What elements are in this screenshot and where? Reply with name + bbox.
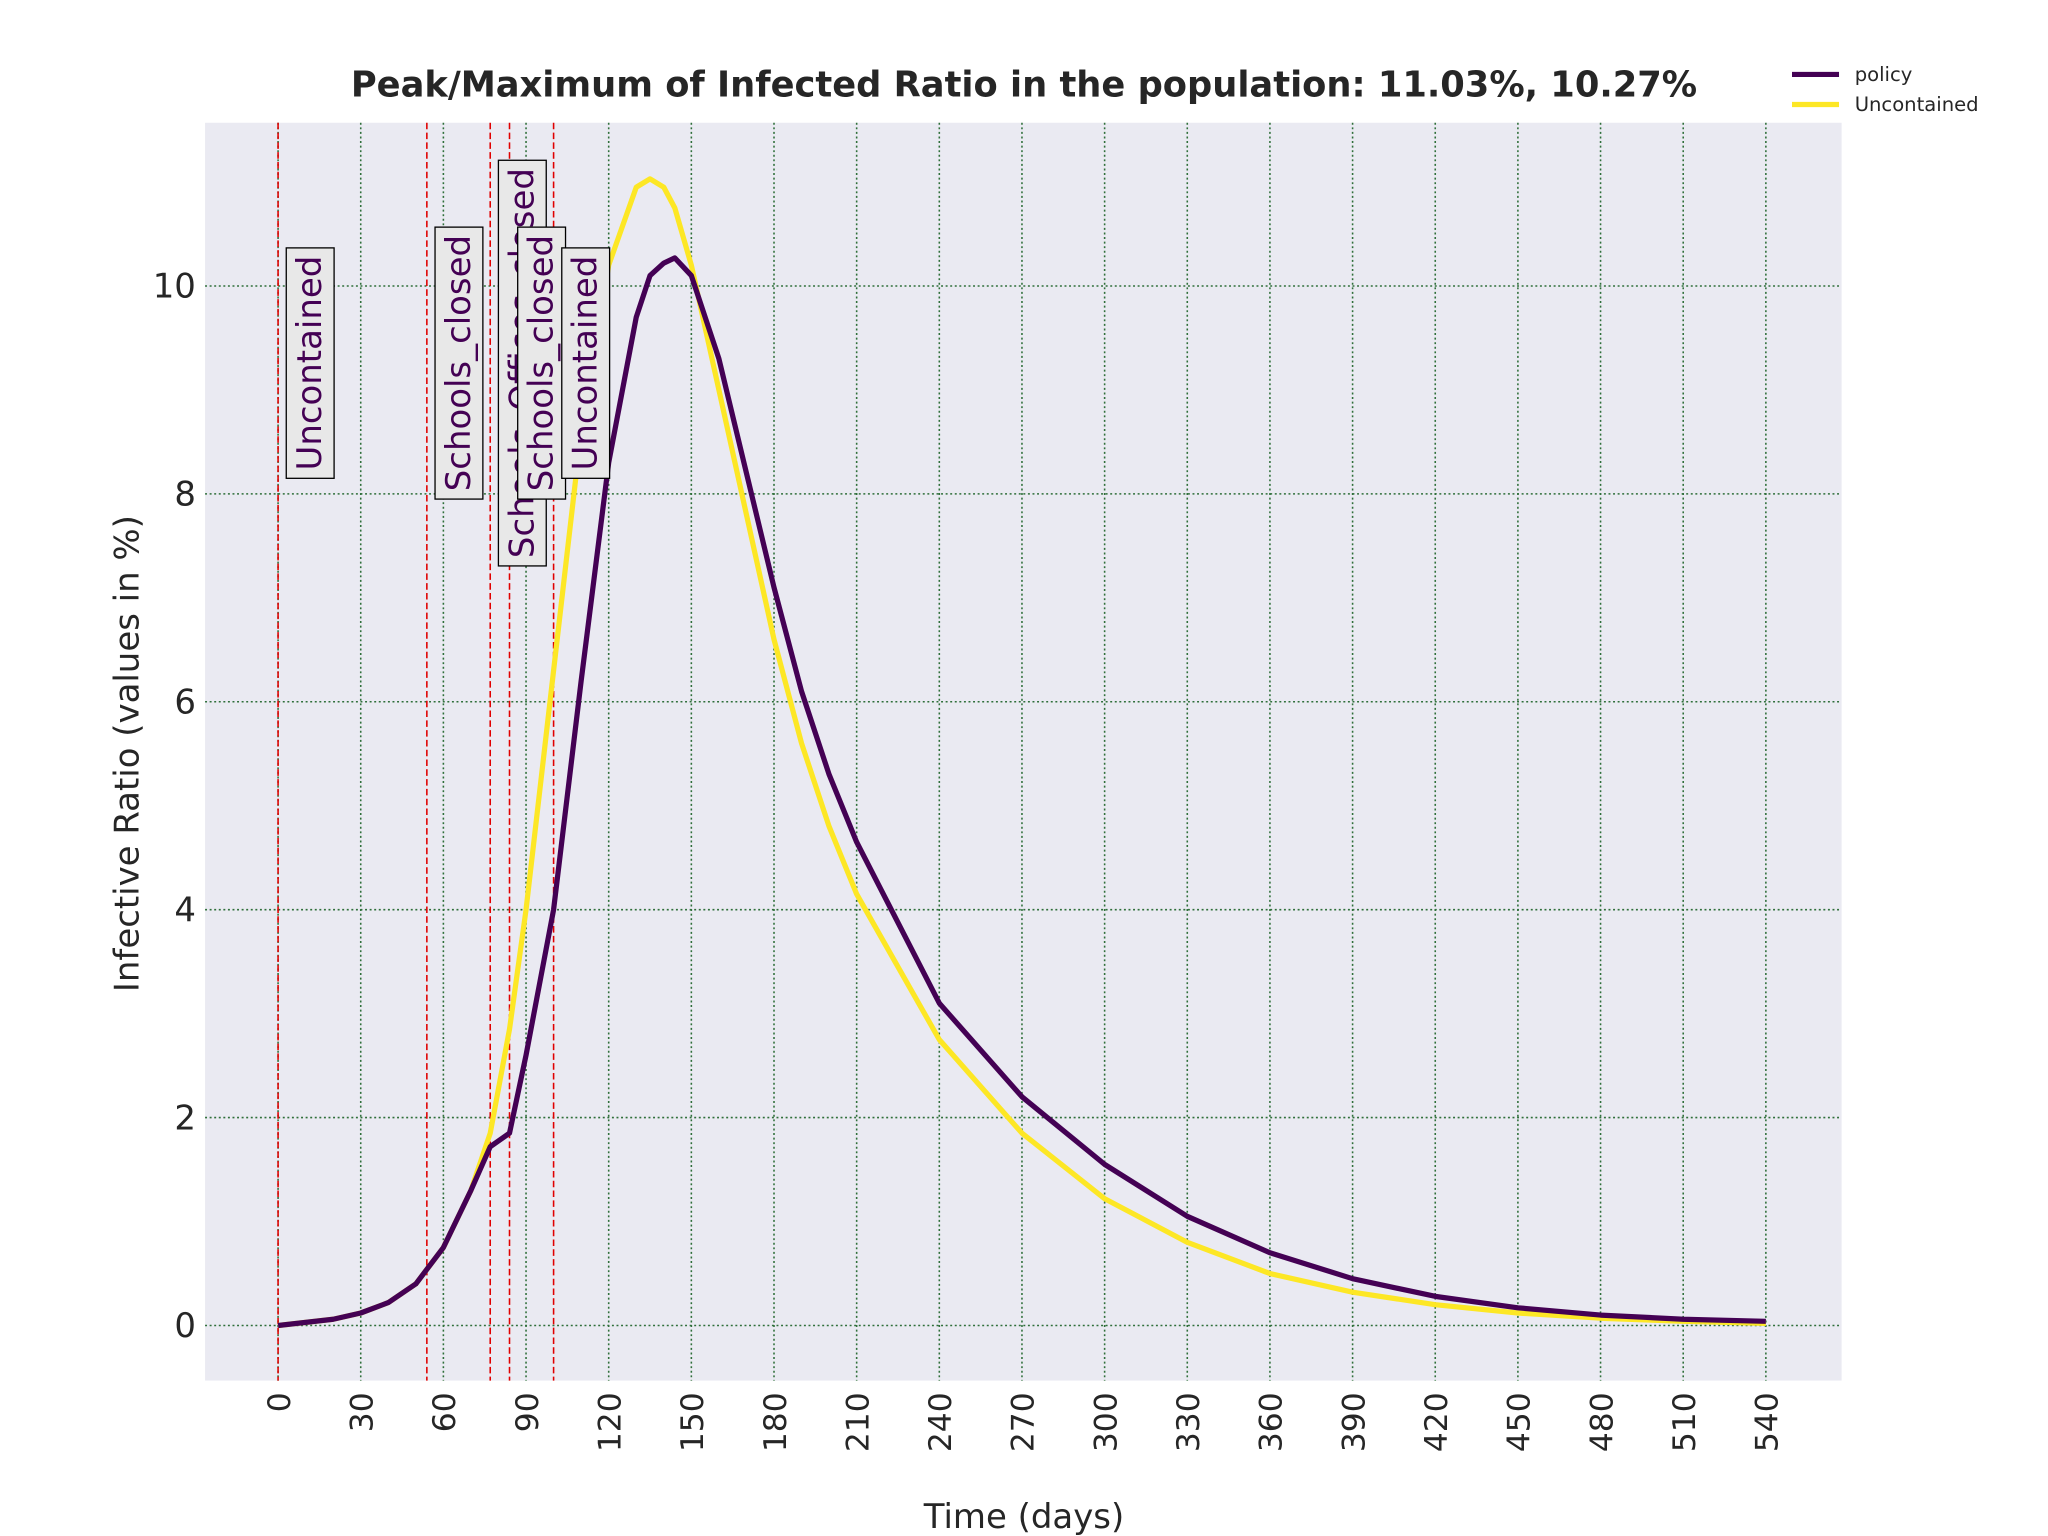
y-tick-label: 4 xyxy=(174,890,196,930)
annotation-label: Schools_closed xyxy=(522,235,562,491)
y-tick-label: 6 xyxy=(174,683,196,723)
x-tick-label: 300 xyxy=(1088,1392,1124,1452)
x-tick-label: 30 xyxy=(344,1392,380,1432)
x-tick-label: 150 xyxy=(675,1392,711,1452)
x-tick-label: 210 xyxy=(840,1392,876,1452)
y-axis-label: Infective Ratio (values in %) xyxy=(107,515,147,992)
annotation-box xyxy=(285,247,335,479)
x-tick-label: 450 xyxy=(1502,1392,1538,1452)
series-line xyxy=(277,255,1766,1329)
annotation-box xyxy=(434,226,484,500)
event-annotation: Schools_closed xyxy=(517,226,567,500)
x-tick-label: 0 xyxy=(262,1392,298,1412)
x-tick-label: 240 xyxy=(923,1392,959,1452)
annotation-label: Uncontained xyxy=(290,256,330,471)
x-tick-label: 60 xyxy=(427,1392,463,1432)
legend-label: Uncontained xyxy=(1855,93,1979,116)
annotation-label: Schools_closed xyxy=(439,235,479,491)
event-annotation: Uncontained xyxy=(561,247,611,479)
x-tick-label: 120 xyxy=(592,1392,628,1452)
x-tick-label: 360 xyxy=(1254,1392,1290,1452)
event-annotation: Schools_closed xyxy=(434,226,484,500)
chart-title: Peak/Maximum of Infected Ratio in the po… xyxy=(351,65,1697,106)
legend-label: policy xyxy=(1855,63,1913,86)
x-tick-label: 90 xyxy=(510,1392,546,1432)
y-tick-label: 0 xyxy=(174,1306,196,1346)
y-tick-label: 10 xyxy=(153,267,196,307)
x-tick-label: 390 xyxy=(1336,1392,1372,1452)
x-tick-label: 420 xyxy=(1419,1392,1455,1452)
x-tick-label: 540 xyxy=(1750,1392,1786,1452)
x-tick-label: 330 xyxy=(1171,1392,1207,1452)
annotation-box xyxy=(561,247,611,479)
x-tick-label: 480 xyxy=(1584,1392,1620,1452)
x-tick-label: 270 xyxy=(1006,1392,1042,1452)
x-tick-label: 180 xyxy=(758,1392,794,1452)
x-tick-label: 510 xyxy=(1667,1392,1703,1452)
annotation-label: Uncontained xyxy=(566,256,606,471)
y-tick-label: 2 xyxy=(174,1098,196,1138)
x-axis-label: Time (days) xyxy=(923,1497,1124,1536)
event-annotation: Uncontained xyxy=(285,247,335,479)
y-tick-label: 8 xyxy=(174,475,196,515)
